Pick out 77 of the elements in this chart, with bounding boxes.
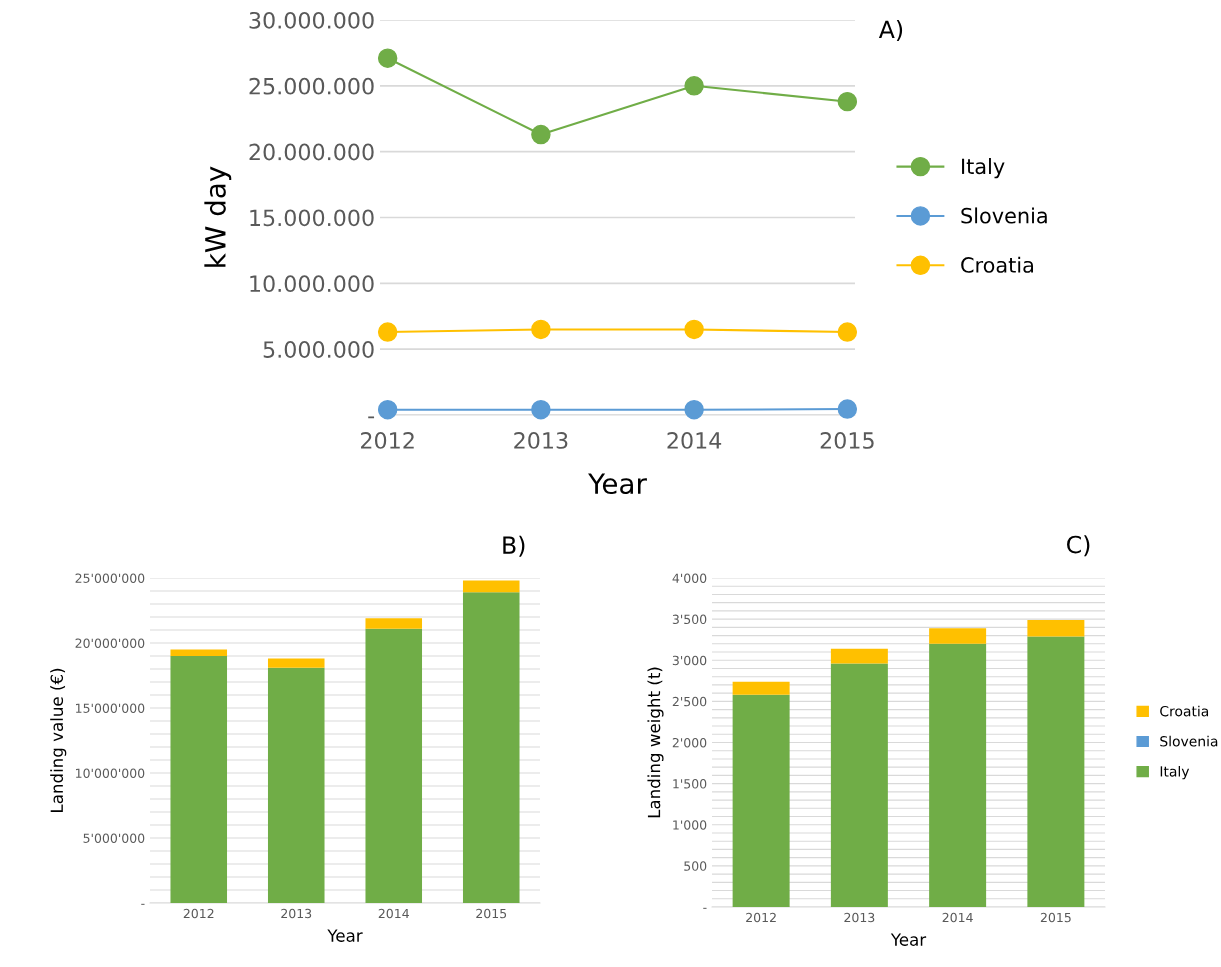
y-tick-label: 4'000 — [672, 573, 707, 583]
point — [837, 91, 858, 112]
bar — [929, 643, 987, 907]
text: B) — [503, 535, 525, 557]
legend-label: Croatia — [1160, 705, 1209, 717]
y-tick-label: 5'000'000 — [83, 833, 145, 843]
y-tick-label: 2'000 — [672, 737, 707, 748]
y-tick-label: 10'000'000 — [76, 768, 145, 778]
x-tick-label: 2013 — [844, 912, 875, 923]
x-tick-label: 2012 — [746, 912, 776, 923]
x-axis-title: Year — [327, 929, 363, 942]
bar — [1027, 636, 1085, 907]
bar — [732, 694, 790, 907]
y-tick-label: - — [368, 416, 375, 419]
y-tick-label: 20'000'000 — [75, 638, 145, 648]
bar — [365, 618, 423, 629]
x-tick-label: 2012 — [361, 432, 414, 449]
point — [684, 400, 704, 420]
point — [684, 319, 704, 340]
x-tick-label: 2015 — [476, 908, 507, 919]
x-tick-label: 2013 — [514, 432, 568, 449]
legend-label: Italy — [1160, 765, 1190, 780]
y-tick-label: 1'500 — [673, 779, 707, 789]
y-axis-title: Landing value (€) — [50, 668, 67, 812]
bar — [462, 592, 520, 903]
point — [531, 124, 551, 145]
x-axis-title: Year — [890, 933, 927, 946]
y-tick-label: 10.000.000 — [250, 275, 374, 293]
bar — [929, 628, 987, 644]
point — [837, 322, 858, 342]
y-tick-label: 20.000.000 — [249, 143, 374, 161]
point — [837, 399, 858, 419]
y-tick-label: 500 — [684, 861, 707, 871]
y-tick-label: 15'000'000 — [76, 703, 145, 713]
legend-label: Italy — [962, 158, 1005, 179]
x-tick-label: 2014 — [942, 912, 973, 923]
y-tick-label: 30.000.000 — [249, 11, 374, 29]
x-tick-label: 2014 — [378, 908, 409, 919]
y-tick-label: 15.000.000 — [250, 209, 374, 227]
point — [377, 400, 398, 420]
y-tick-label: 5.000.000 — [263, 341, 374, 358]
point — [531, 319, 551, 340]
text: A) — [878, 20, 903, 42]
text: C) — [1067, 535, 1090, 557]
legend-label: Slovenia — [1160, 735, 1218, 747]
y-tick-label: 2'500 — [672, 696, 707, 707]
y-tick-label: 25'000'000 — [75, 573, 145, 583]
y-tick-label: - — [703, 907, 707, 909]
bar — [830, 663, 888, 907]
point — [377, 322, 398, 342]
bar — [170, 649, 228, 656]
y-tick-label: 3'500 — [672, 614, 707, 625]
x-tick-label: 2014 — [667, 432, 722, 449]
legend-label: Slovenia — [961, 207, 1047, 224]
bar — [170, 656, 228, 903]
bar — [830, 648, 888, 664]
point — [531, 400, 551, 420]
point — [377, 48, 398, 68]
bar — [1027, 619, 1085, 637]
point — [684, 76, 704, 96]
x-tick-label: 2012 — [183, 908, 214, 919]
x-tick-label: 2013 — [281, 908, 312, 919]
bar — [732, 681, 790, 695]
x-tick-label: 2015 — [820, 432, 874, 449]
x-axis-title: Year — [588, 473, 647, 495]
x-tick-label: 2015 — [1040, 912, 1071, 923]
bar — [365, 628, 423, 903]
bar — [462, 580, 520, 593]
y-axis-title: kW day — [204, 166, 232, 267]
y-tick-label: 1'000 — [673, 820, 707, 830]
legend-label: Croatia — [961, 256, 1033, 273]
y-axis-title: Landing weight (t) — [647, 667, 664, 818]
bar — [267, 667, 325, 903]
bar — [267, 658, 325, 668]
y-tick-label: 25.000.000 — [249, 77, 374, 95]
y-tick-label: - — [141, 903, 145, 905]
y-tick-label: 3'000 — [672, 655, 707, 666]
